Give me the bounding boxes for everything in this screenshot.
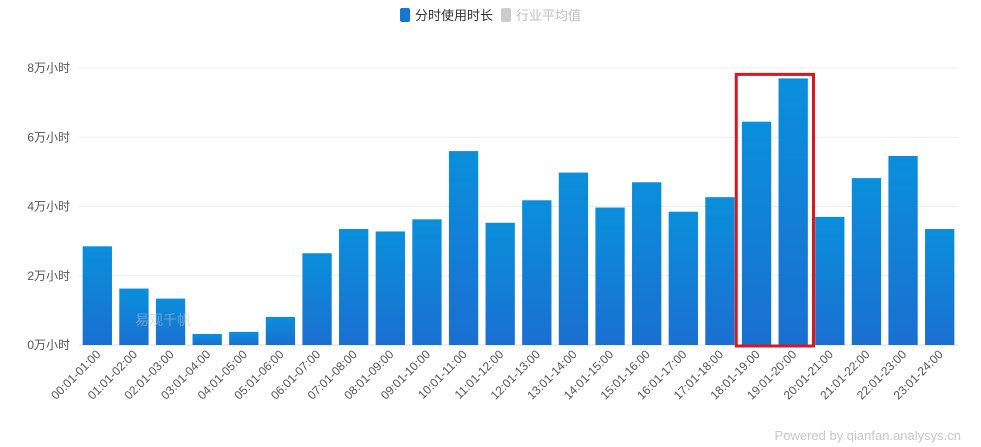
bar[interactable] — [851, 178, 882, 345]
y-tick-label: 8万小时 — [27, 61, 70, 75]
y-tick-label: 4万小时 — [27, 200, 70, 214]
bar[interactable] — [558, 172, 589, 345]
highlight-box — [734, 72, 815, 348]
bar[interactable] — [265, 316, 296, 345]
bar[interactable] — [668, 211, 698, 345]
watermark: 易观千帆 — [135, 312, 191, 328]
bar[interactable] — [375, 231, 405, 345]
bar[interactable] — [925, 229, 955, 345]
bar[interactable] — [192, 333, 222, 345]
legend-label-primary: 分时使用时长 — [414, 8, 493, 23]
bar[interactable] — [302, 253, 332, 345]
footer-credit: Powered by qianfan.analysys.cn — [774, 428, 961, 443]
y-tick-label: 2万小时 — [27, 269, 70, 283]
legend-item-primary[interactable]: 分时使用时长 — [399, 5, 493, 24]
bar[interactable] — [741, 121, 772, 345]
bar[interactable] — [448, 151, 479, 345]
bar[interactable] — [155, 298, 186, 345]
bar[interactable] — [412, 219, 442, 345]
legend-label-secondary: 行业平均值 — [516, 8, 582, 23]
bar[interactable] — [888, 155, 918, 345]
y-tick-label: 0万小时 — [27, 338, 70, 352]
legend-swatch-secondary — [501, 7, 511, 22]
bar[interactable] — [778, 78, 808, 345]
legend-swatch-primary — [399, 7, 410, 22]
bar[interactable] — [522, 200, 552, 345]
bar[interactable] — [705, 197, 735, 345]
legend: 分时使用时长 行业平均值 — [0, 5, 981, 24]
bar[interactable] — [485, 222, 515, 345]
bar[interactable] — [632, 182, 662, 345]
bar[interactable] — [82, 246, 112, 345]
bar[interactable] — [595, 207, 625, 345]
legend-item-secondary[interactable]: 行业平均值 — [501, 5, 581, 24]
y-tick-label: 6万小时 — [27, 130, 70, 144]
bar[interactable] — [119, 288, 149, 345]
bar[interactable] — [815, 216, 845, 345]
bar[interactable] — [229, 331, 259, 345]
bar[interactable] — [339, 229, 369, 345]
